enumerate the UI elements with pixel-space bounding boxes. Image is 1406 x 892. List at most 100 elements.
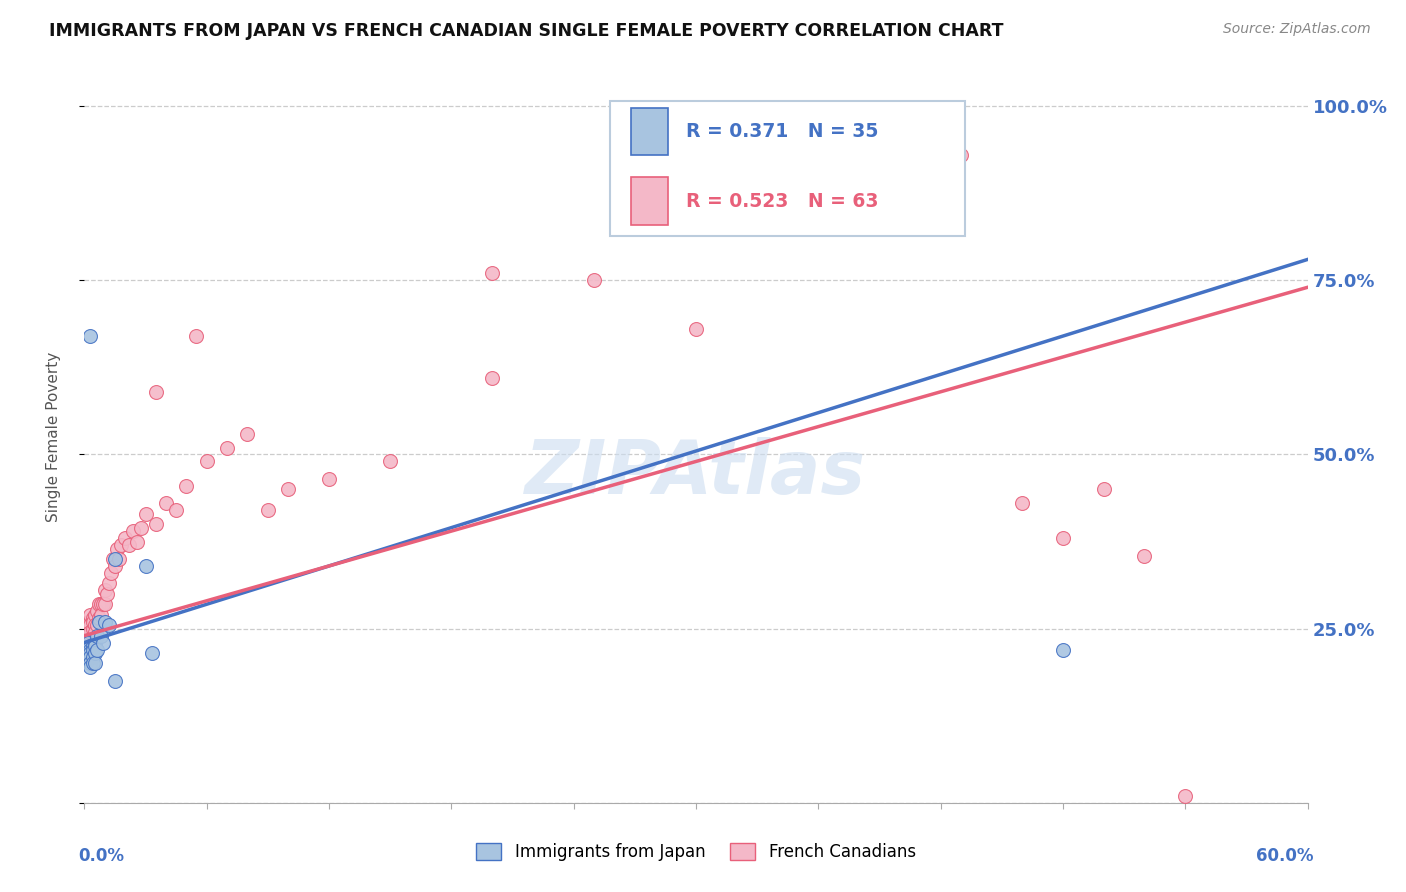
Point <box>86 629 108 643</box>
Point <box>90 607 112 622</box>
Bar <box>631 108 668 155</box>
Point <box>145 384 167 399</box>
Point <box>77 635 100 649</box>
Point <box>75 629 97 643</box>
Point <box>77 618 100 632</box>
Point <box>100 566 122 580</box>
Text: 60.0%: 60.0% <box>1256 847 1313 864</box>
Point <box>87 597 110 611</box>
Point <box>155 496 177 510</box>
Point <box>82 611 104 625</box>
Point <box>1052 531 1074 545</box>
Point <box>75 622 97 636</box>
Point <box>86 642 108 657</box>
Point <box>97 576 120 591</box>
Point <box>93 615 115 629</box>
Point <box>79 642 101 657</box>
Text: R = 0.523   N = 63: R = 0.523 N = 63 <box>686 192 879 211</box>
Text: 0.0%: 0.0% <box>79 847 124 864</box>
Point <box>950 148 973 162</box>
Point <box>122 524 145 538</box>
Point <box>82 649 104 664</box>
Point <box>79 625 101 640</box>
Point <box>79 657 101 671</box>
Point <box>82 615 104 629</box>
Point <box>110 538 132 552</box>
Text: ZIPAtlas: ZIPAtlas <box>526 437 866 510</box>
Point <box>787 196 810 211</box>
Point <box>277 483 299 497</box>
Point <box>82 639 104 653</box>
Point <box>127 534 149 549</box>
Point <box>77 653 100 667</box>
Point <box>1092 483 1115 497</box>
Y-axis label: Single Female Poverty: Single Female Poverty <box>46 352 60 522</box>
Point <box>77 615 100 629</box>
Text: Source: ZipAtlas.com: Source: ZipAtlas.com <box>1223 22 1371 37</box>
Point <box>83 618 105 632</box>
Point <box>135 507 157 521</box>
Point <box>104 552 127 566</box>
Text: R = 0.371   N = 35: R = 0.371 N = 35 <box>686 122 879 141</box>
Point <box>79 618 101 632</box>
Text: IMMIGRANTS FROM JAPAN VS FRENCH CANADIAN SINGLE FEMALE POVERTY CORRELATION CHART: IMMIGRANTS FROM JAPAN VS FRENCH CANADIAN… <box>49 22 1004 40</box>
Point <box>101 552 124 566</box>
Point <box>118 538 141 552</box>
Legend: Immigrants from Japan, French Canadians: Immigrants from Japan, French Canadians <box>470 836 922 868</box>
Point <box>131 521 153 535</box>
Point <box>195 454 218 468</box>
Point <box>481 266 503 280</box>
Point <box>77 649 100 664</box>
Point <box>186 329 208 343</box>
Point <box>141 646 163 660</box>
Point <box>77 642 100 657</box>
Point <box>96 587 118 601</box>
Point <box>1174 789 1197 803</box>
Point <box>83 646 105 660</box>
Point <box>83 607 105 622</box>
Point <box>77 629 100 643</box>
Point <box>318 472 340 486</box>
Point <box>90 597 112 611</box>
Point <box>174 479 197 493</box>
Point <box>82 622 104 636</box>
Bar <box>631 178 668 225</box>
Point <box>104 558 127 573</box>
Point <box>79 646 101 660</box>
Point <box>93 583 115 598</box>
Point <box>79 329 101 343</box>
Point <box>83 639 105 653</box>
Point <box>583 273 606 287</box>
Point <box>91 597 114 611</box>
Point <box>848 161 870 176</box>
Point <box>79 649 101 664</box>
Point <box>105 541 128 556</box>
Point <box>75 653 97 667</box>
Point <box>685 322 707 336</box>
Point <box>87 615 110 629</box>
Point <box>86 618 108 632</box>
Point <box>380 454 402 468</box>
Point <box>114 531 136 545</box>
Point <box>83 625 105 640</box>
Point <box>236 426 259 441</box>
Point <box>79 660 101 674</box>
Point <box>77 646 100 660</box>
Point <box>82 657 104 671</box>
Point <box>165 503 187 517</box>
Point <box>93 597 115 611</box>
Point <box>108 552 131 566</box>
Point <box>91 635 114 649</box>
Point <box>145 517 167 532</box>
Point <box>90 629 112 643</box>
Point <box>75 646 97 660</box>
Point <box>135 558 157 573</box>
Point <box>481 371 503 385</box>
Point <box>83 657 105 671</box>
Point <box>87 611 110 625</box>
Point <box>79 639 101 653</box>
Point <box>86 604 108 618</box>
Point <box>1052 642 1074 657</box>
Point <box>104 673 127 688</box>
Point <box>257 503 280 517</box>
